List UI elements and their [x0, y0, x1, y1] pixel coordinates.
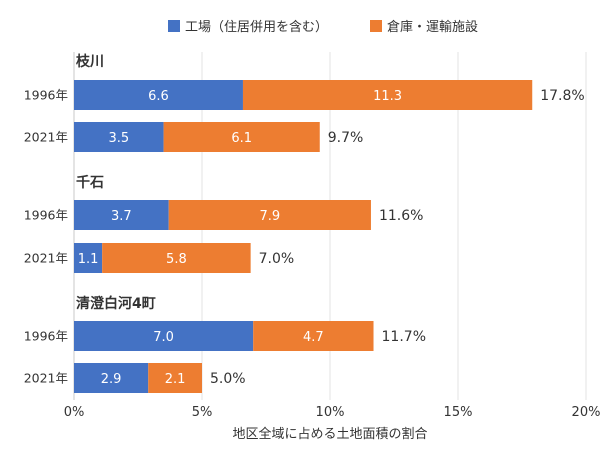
group-title: 枝川	[75, 53, 104, 70]
x-tick-label: 5%	[192, 405, 213, 420]
bar-value-label: 7.0	[153, 330, 174, 345]
row-total-label: 9.7%	[328, 130, 364, 146]
legend-swatch-1	[168, 20, 180, 32]
bar-value-label: 6.1	[231, 131, 252, 146]
bar-value-label: 1.1	[78, 252, 99, 267]
bar-segment-1	[74, 321, 254, 351]
bar-groups: 枝川 1996年 6.6 11.3 17.8% 2021年 3.5 6.1 9.7% 千石 1996…	[24, 53, 585, 393]
row-total-label: 17.8%	[540, 88, 584, 104]
row-total-label: 5.0%	[210, 371, 246, 387]
row-year-label: 2021年	[24, 371, 68, 386]
bar-segment-1	[74, 80, 243, 110]
x-tick-label: 10%	[316, 405, 345, 420]
legend-label-2: 倉庫・運輸施設	[387, 19, 478, 35]
bar-segment-1	[74, 243, 103, 273]
x-tick-label: 20%	[572, 405, 600, 420]
bar-segment-2	[253, 321, 374, 351]
row-year-label: 2021年	[24, 130, 68, 145]
row-year-label: 1996年	[24, 88, 68, 103]
group-title: 千石	[76, 174, 104, 191]
row-year-label: 1996年	[24, 208, 68, 223]
bar-segment-1	[74, 200, 169, 230]
bar-segment-2	[168, 200, 371, 230]
bar-segment-1	[74, 363, 149, 393]
row-year-label: 2021年	[24, 251, 68, 266]
bar-value-label: 5.8	[166, 252, 187, 267]
x-axis-title: 地区全域に占める土地面積の割合	[232, 426, 427, 442]
bar-segment-2	[163, 122, 320, 152]
bar-value-label: 7.9	[259, 209, 280, 224]
row-total-label: 11.6%	[379, 208, 423, 224]
bar-segment-2	[102, 243, 251, 273]
x-tick-label: 0%	[64, 405, 85, 420]
bar-segment-1	[74, 122, 164, 152]
bar-value-label: 3.7	[111, 209, 132, 224]
bar-value-label: 4.7	[303, 330, 324, 345]
x-axis: 0% 5% 10% 15% 20% 地区全域に占める土地面積の割合	[64, 405, 600, 442]
row-year-label: 1996年	[24, 329, 68, 344]
group-title: 清澄白河4町	[76, 295, 156, 312]
legend: 工場（住居併用を含む） 倉庫・運輸施設	[168, 19, 478, 35]
bar-segment-2	[148, 363, 202, 393]
bar-value-label: 11.3	[373, 89, 402, 104]
row-total-label: 11.7%	[382, 329, 426, 345]
row-total-label: 7.0%	[259, 251, 295, 267]
legend-label-1: 工場（住居併用を含む）	[185, 19, 328, 35]
bar-segment-2	[242, 80, 533, 110]
bar-value-label: 2.1	[165, 372, 186, 387]
bar-value-label: 2.9	[101, 372, 122, 387]
bar-value-label: 6.6	[148, 89, 169, 104]
x-tick-label: 15%	[444, 405, 473, 420]
bar-value-label: 3.5	[108, 131, 129, 146]
legend-swatch-2	[370, 20, 382, 32]
